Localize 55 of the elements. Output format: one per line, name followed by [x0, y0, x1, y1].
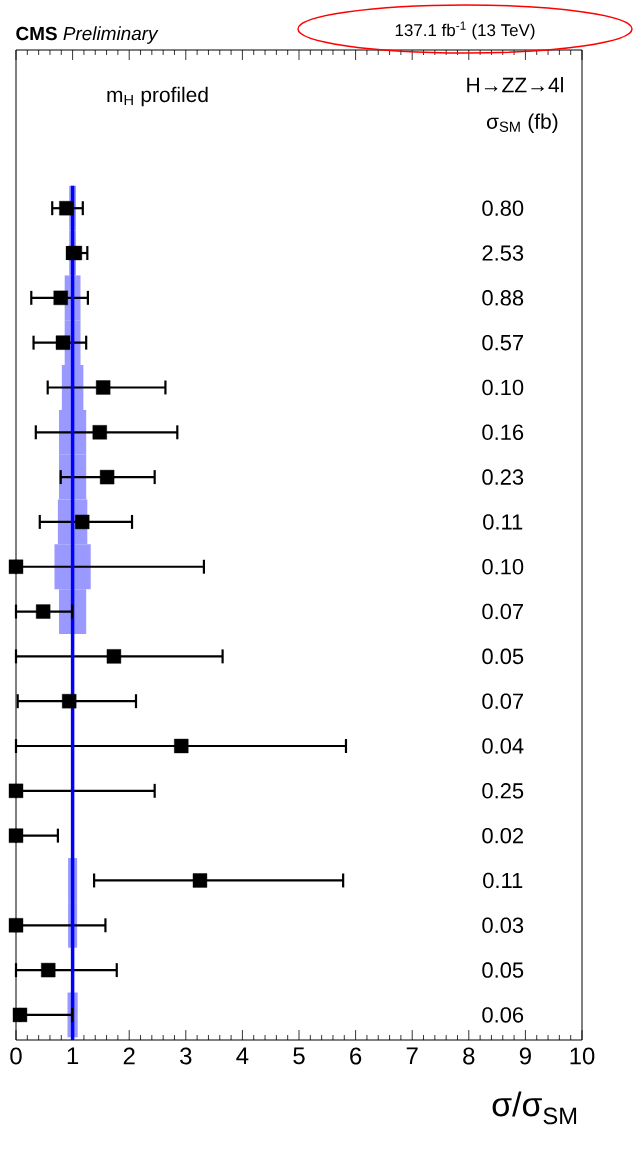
y-tick-label: 0.03	[482, 917, 524, 934]
point	[92, 425, 107, 440]
point	[8, 918, 24, 933]
point	[8, 559, 24, 574]
point	[59, 201, 74, 216]
y-tick-label: 0.05	[482, 648, 524, 665]
point	[106, 649, 122, 664]
y-tick-label: 2.53	[482, 245, 524, 261]
point	[55, 335, 71, 350]
point	[41, 962, 56, 978]
y-tick-label: 0.04	[482, 738, 524, 754]
point	[8, 783, 24, 798]
x-tick-label: 1	[67, 1047, 79, 1064]
x-tick-label: 7	[406, 1047, 418, 1064]
x-tick-label: 5	[293, 1047, 305, 1065]
point	[95, 380, 111, 395]
x-tick-label: 3	[180, 1047, 192, 1065]
text: m$_{H}$ profiled	[107, 86, 208, 107]
y-tick-label: 0.06	[482, 1007, 524, 1023]
y-tick-label: 0.05	[482, 962, 524, 978]
x-axis-title: σ/σ$_{SM}$	[492, 1091, 577, 1125]
x-tick-label: 6	[350, 1047, 362, 1065]
x-tick-label: 10	[570, 1047, 595, 1065]
y-tick-label: 0.02	[482, 827, 523, 844]
x-tick-label: 2	[123, 1047, 135, 1065]
y-tick-label: 0.07	[482, 603, 523, 620]
point	[53, 290, 68, 306]
point	[75, 514, 90, 530]
point	[192, 873, 208, 888]
chart-subtitle: 137.1 fb$^{-1}$ (13 TeV)	[395, 21, 535, 40]
y-tick-label: 0.88	[482, 290, 524, 306]
y-tick-label: 0.11	[483, 872, 523, 889]
y-tick-label: 0.16	[482, 424, 524, 441]
point	[36, 604, 51, 619]
y-tick-label: 0.07	[482, 693, 523, 709]
x-tick-label: 0	[10, 1047, 22, 1065]
point	[67, 245, 83, 261]
point	[99, 469, 115, 485]
y-tick-label: 0.25	[482, 783, 524, 799]
text: H→ZZ→4l	[467, 77, 563, 93]
y-tick-label: 0.80	[482, 200, 524, 216]
text: σ$_{SM}$ (fb)	[486, 113, 558, 134]
x-tick-label: 4	[236, 1047, 249, 1064]
y-tick-label: 0.57	[482, 334, 523, 351]
chart-title: CMS Preliminary	[16, 26, 159, 44]
point	[12, 1007, 28, 1023]
point	[174, 738, 189, 754]
y-tick-label: 0.10	[482, 558, 524, 575]
y-tick-label: 0.11	[483, 514, 523, 530]
point	[62, 694, 77, 709]
y-tick-label: 0.23	[482, 469, 524, 485]
point	[8, 828, 24, 843]
x-tick-label: 8	[463, 1047, 475, 1065]
x-tick-label: 9	[519, 1047, 531, 1065]
y-tick-label: 0.10	[482, 379, 524, 396]
